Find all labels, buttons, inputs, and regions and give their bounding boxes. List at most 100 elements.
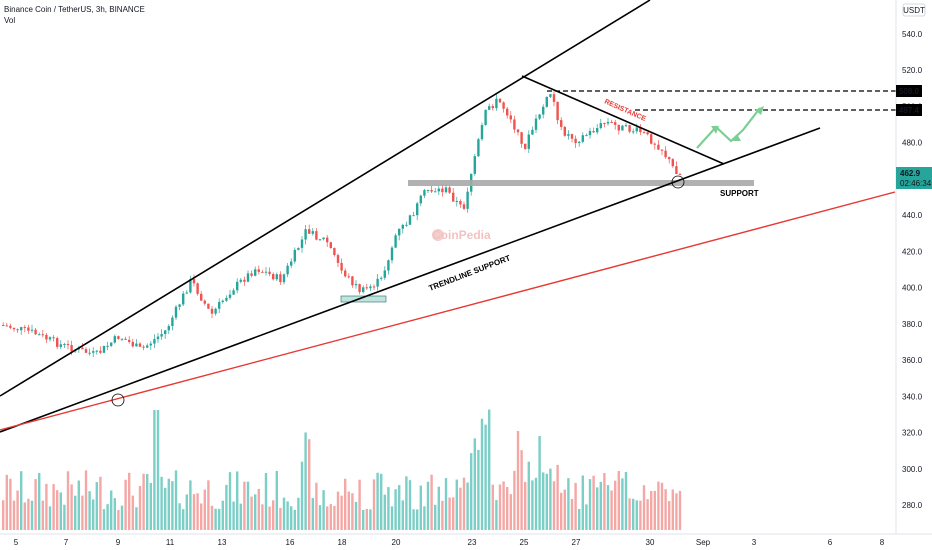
candle-body (455, 200, 458, 202)
volume-bar (120, 505, 124, 530)
volume-bar (660, 482, 664, 530)
volume-bar (329, 504, 332, 530)
candle-body (250, 273, 253, 276)
volume-bar (138, 485, 142, 530)
volume-bar (412, 509, 415, 530)
time-tick-label: Sep (696, 538, 711, 547)
candle-body (257, 269, 260, 272)
volume-bar (286, 501, 289, 530)
candle-body (268, 271, 271, 275)
volume-bar (441, 500, 444, 530)
candle-body (628, 125, 631, 132)
candle-body (581, 135, 584, 142)
candle-body (45, 334, 48, 340)
candle-body (282, 274, 286, 283)
candle-body (221, 300, 224, 303)
candle-body (542, 106, 545, 115)
upper-channel-line (0, 0, 651, 397)
resistance-label: RESISTANCE (603, 98, 647, 123)
volume-bar (207, 480, 210, 530)
candle-body (185, 292, 188, 294)
volume-bar (520, 450, 523, 530)
volume-bar (2, 500, 5, 530)
volume-bar (369, 509, 372, 530)
candle-body (207, 303, 210, 309)
candle-body (678, 174, 682, 176)
volume-bar (192, 494, 196, 530)
candle-body (106, 345, 109, 347)
candle-body (189, 279, 192, 293)
volume-bar (77, 480, 80, 530)
volume-bar (261, 504, 264, 530)
candle-body (362, 287, 365, 293)
candle-body (585, 135, 588, 137)
volume-bar (563, 489, 566, 530)
volume-bar (164, 487, 167, 530)
price-tick-label: 360.0 (902, 356, 923, 365)
candle-body (167, 326, 170, 331)
time-tick-label: 13 (218, 538, 227, 547)
volume-bar (124, 479, 127, 530)
time-tick-label: 5 (14, 538, 19, 547)
candle-body (164, 330, 167, 335)
volume-bar (509, 494, 512, 530)
candle-body (243, 279, 246, 282)
volume-bar (200, 503, 203, 530)
volume-bar (38, 472, 41, 530)
volume-bar (592, 475, 595, 530)
candle-body (588, 131, 592, 136)
volume-bar (678, 490, 682, 530)
support-label: SUPPORT (720, 189, 759, 198)
candle-body (236, 281, 239, 291)
candle-body (261, 271, 264, 273)
candle-body (624, 125, 628, 127)
volume-bar (610, 490, 613, 530)
candle-body (387, 260, 390, 271)
volume-bar (477, 449, 480, 530)
volume-bar (491, 484, 494, 530)
volume-bar (531, 480, 534, 530)
volume-bar (365, 508, 368, 530)
volume-bar (560, 492, 563, 530)
candle-body (9, 325, 12, 328)
support-zone (408, 180, 754, 186)
volume-bar (16, 490, 19, 530)
volume-bar (394, 489, 397, 530)
volume-bar (603, 473, 606, 530)
red-trendline (0, 191, 896, 431)
candle-body (311, 231, 314, 234)
time-tick-label: 6 (828, 538, 833, 547)
candle-body (639, 127, 642, 133)
currency-box (902, 3, 926, 17)
volume-bar (599, 481, 602, 530)
volume-bar (102, 509, 106, 530)
volume-bar (567, 478, 570, 530)
volume-bar (606, 485, 610, 530)
candle-body (34, 329, 37, 335)
candle-body (156, 336, 160, 340)
candle-body (138, 343, 142, 347)
candle-body (239, 279, 242, 282)
candle-body (275, 274, 278, 280)
volume-bar (538, 435, 541, 530)
candle-body (318, 239, 322, 241)
volume-bar (635, 500, 638, 530)
candle-body (102, 345, 106, 353)
candle-body (488, 106, 491, 110)
volume-bar (221, 500, 224, 530)
volume-bar (581, 475, 584, 530)
candle-body (171, 317, 174, 327)
volume-bar (92, 499, 95, 530)
volume-bar (549, 468, 552, 530)
candle-body (16, 329, 19, 331)
tag-508-bg (896, 85, 922, 97)
volume-bar (203, 489, 206, 530)
candle-series (2, 90, 682, 358)
volume-bar (668, 501, 671, 530)
volume-bar (304, 432, 307, 530)
candle-body (279, 274, 282, 283)
candle-body (434, 191, 437, 193)
volume-bar (5, 474, 8, 530)
